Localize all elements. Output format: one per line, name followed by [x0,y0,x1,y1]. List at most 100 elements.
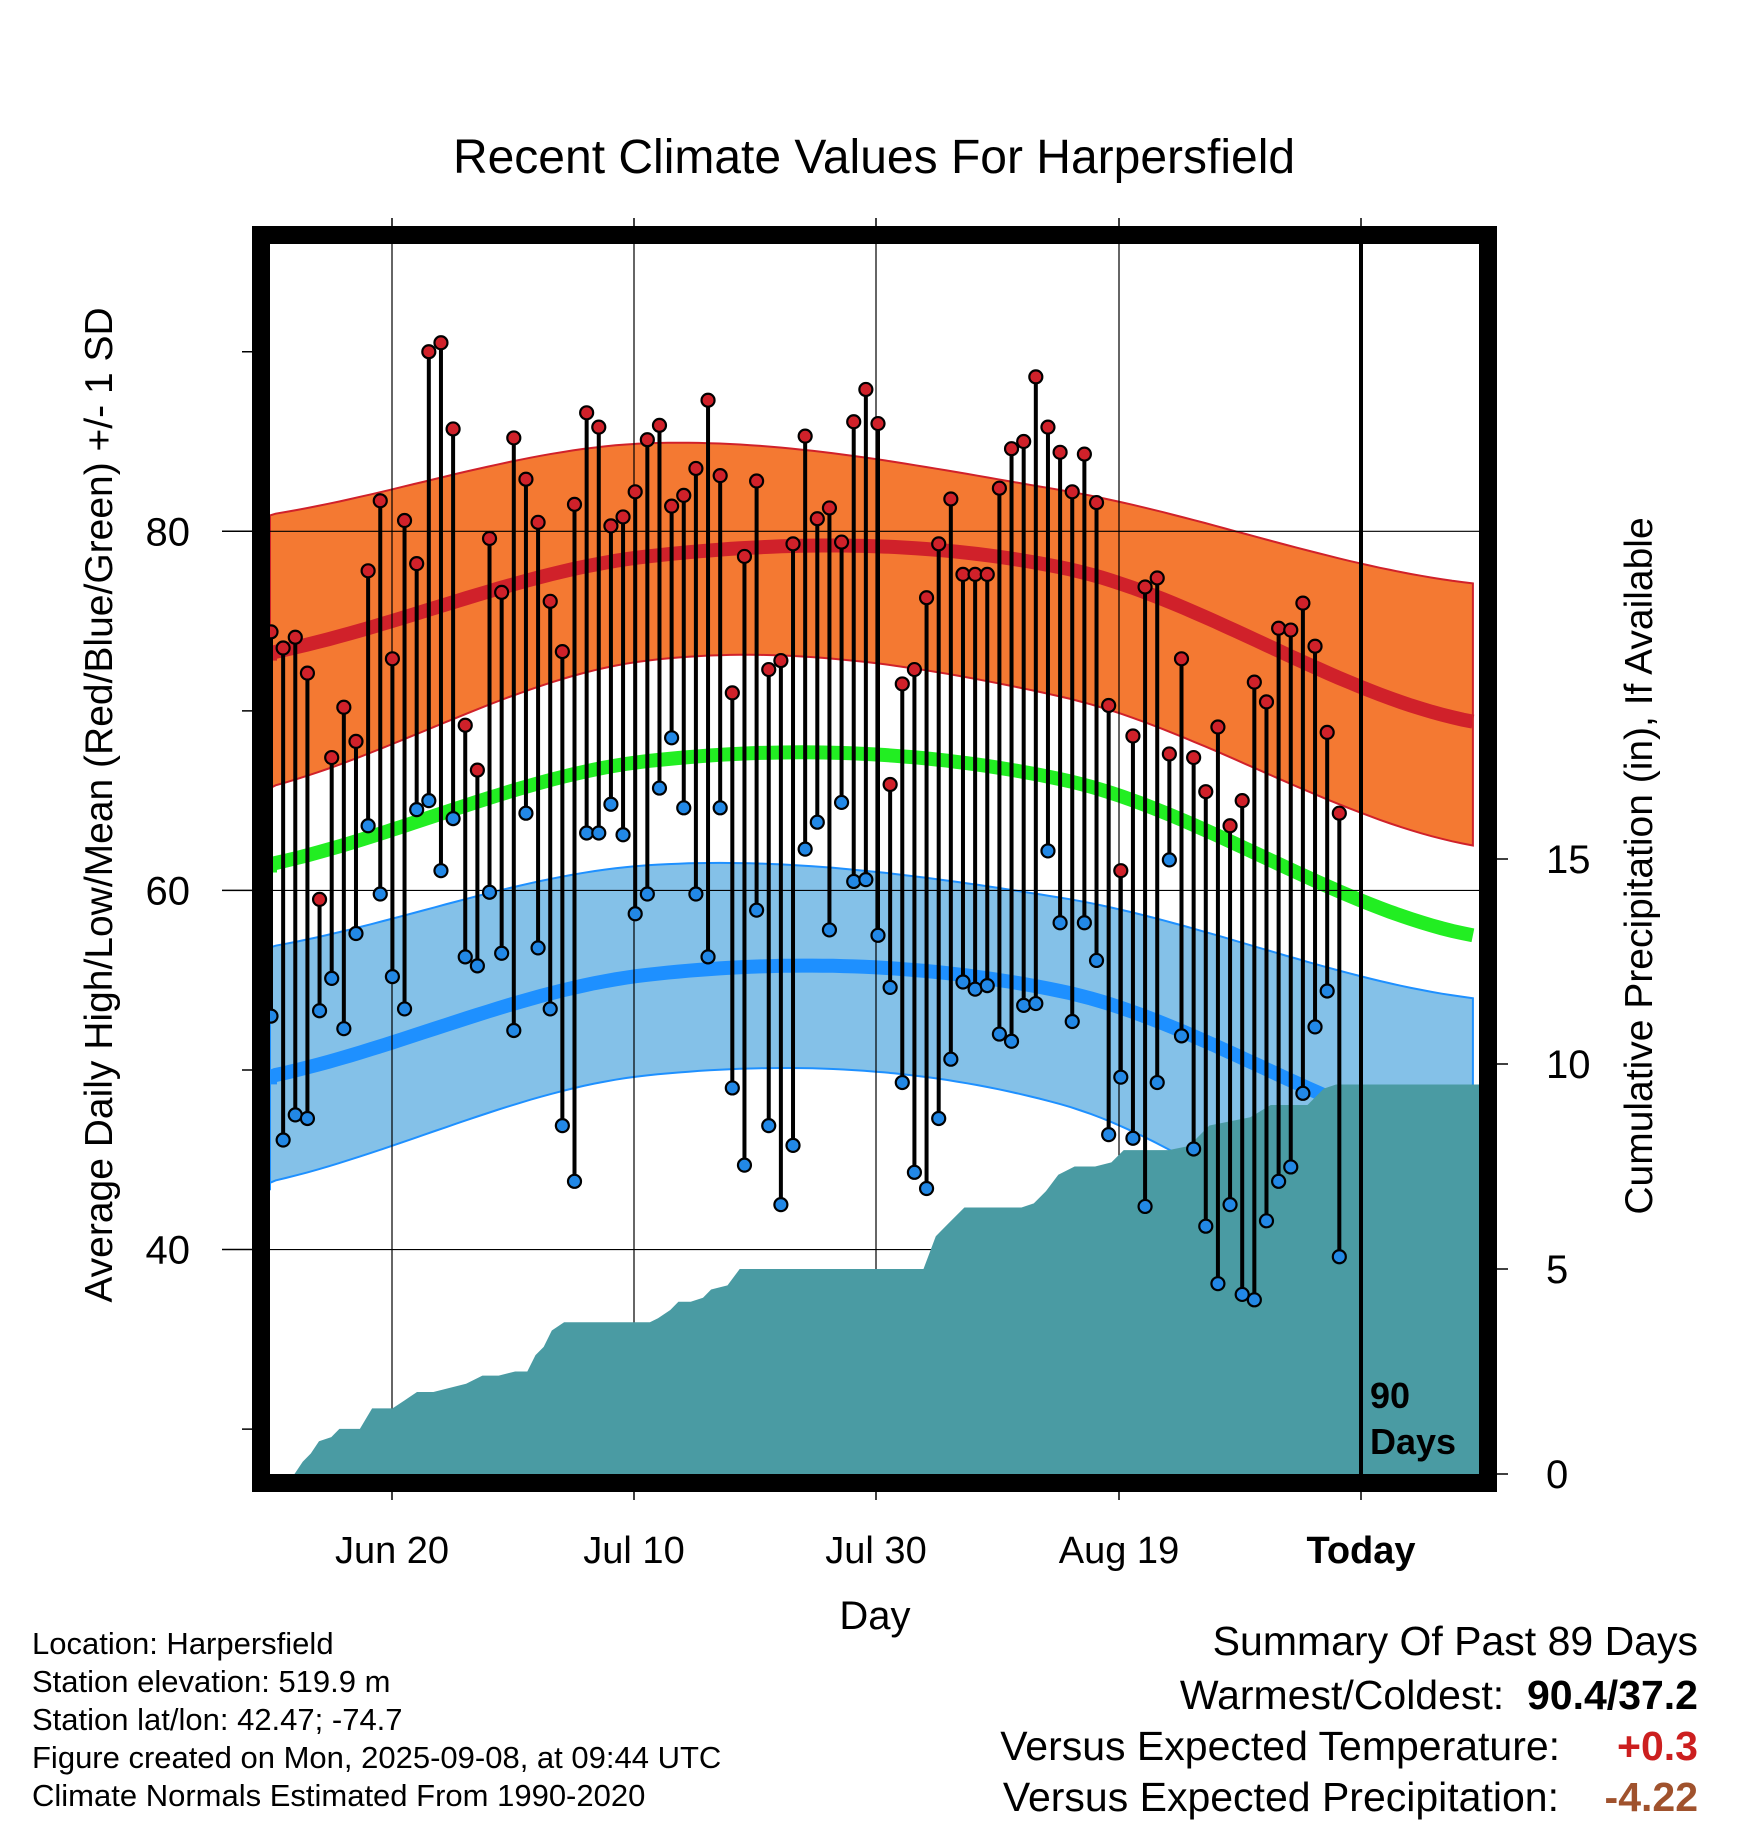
daily-low-point [1271,1173,1287,1189]
summary-temp-value: +0.3 [1617,1723,1698,1769]
meta-location: Location: Harpersfield [32,1626,334,1661]
daily-high-point [287,629,303,645]
daily-low-point [664,730,680,746]
daily-low-point [870,927,886,943]
daily-low-point [1149,1074,1165,1091]
daily-low-point [736,1157,753,1173]
daily-low-point [1101,1127,1117,1143]
daily-low-point [882,979,898,995]
daily-low-point [433,863,449,879]
daily-high-point [1307,638,1323,654]
today-window-label-line1: 90 [1370,1375,1411,1416]
daily-low-point [955,974,971,990]
daily-low-point [651,780,668,796]
x-tick-label: Jul 30 [825,1530,926,1572]
daily-low-point [1003,1033,1020,1049]
daily-low-point [421,793,437,809]
daily-low-point [299,1110,316,1127]
daily-high-point [421,344,437,360]
y-tick-label: 60 [146,869,191,913]
daily-low-point [372,886,388,902]
daily-high-point [627,484,643,500]
daily-low-point [967,981,983,997]
daily-high-point [688,460,704,477]
daily-low-point [724,1080,740,1096]
daily-low-point [1246,1292,1262,1308]
daily-high-point [1198,784,1214,800]
daily-low-point [639,886,655,902]
daily-low-point [1283,1159,1299,1175]
daily-high-point [639,432,655,448]
daily-high-point [1234,793,1250,809]
daily-high-point [615,509,631,525]
daily-high-point [1125,728,1141,744]
daily-high-point [1076,446,1092,462]
daily-high-point [372,493,388,509]
meta-normals-period: Climate Normals Estimated From 1990-2020 [32,1778,646,1813]
daily-high-point [1016,433,1032,450]
meta-elevation: Station elevation: 519.9 m [32,1664,391,1699]
daily-low-point [1173,1028,1190,1044]
daily-high-point [797,428,813,444]
daily-high-point [469,762,485,778]
daily-low-point [287,1107,303,1123]
daily-low-point [384,969,400,985]
daily-low-point [785,1137,801,1154]
x-tick-label: Today [1306,1530,1415,1572]
daily-low-point [591,825,607,841]
daily-low-point [275,1132,291,1148]
daily-low-point [1331,1249,1347,1265]
daily-low-point [481,884,498,900]
x-tick-label: Jul 10 [583,1530,684,1572]
daily-high-point [1319,724,1335,741]
daily-high-point [1283,622,1299,638]
daily-low-point [1186,1141,1202,1157]
x-tick-label: Aug 19 [1059,1530,1179,1572]
x-axis-label: Day [839,1594,911,1638]
daily-low-point [1319,983,1335,999]
daily-high-point [761,661,777,678]
daily-high-point [1113,863,1129,879]
daily-low-point [1052,915,1068,931]
daily-high-point [664,498,680,514]
summary-temp-label: Versus Expected Temperature: [1000,1723,1561,1769]
daily-low-point [676,800,692,816]
daily-low-point [991,1026,1008,1042]
daily-high-point [736,548,753,565]
daily-low-point [542,1001,558,1017]
today-window-label: 90 Days [1370,1373,1456,1465]
daily-high-point [846,414,862,430]
daily-high-point [348,733,364,749]
daily-high-point [1149,570,1165,586]
daily-high-point [530,514,546,530]
daily-high-point [433,335,449,351]
daily-low-point [1113,1069,1129,1085]
daily-low-point [712,800,728,816]
daily-high-point [991,480,1008,496]
daily-high-point [882,776,898,793]
daily-high-point [311,891,328,908]
daily-low-point [627,906,643,922]
daily-low-point [518,805,534,821]
daily-low-point [348,925,364,942]
summary-warm-cold-row: Warmest/Coldest: 90.4/37.2 [1180,1672,1698,1719]
daily-low-point [1258,1213,1275,1229]
daily-high-point [494,584,510,600]
daily-high-point [336,699,352,715]
daily-low-point [603,796,619,812]
daily-high-point [1331,805,1347,821]
daily-low-point [931,1110,947,1127]
daily-high-point [299,665,316,681]
daily-high-point [1173,651,1190,667]
daily-low-point [918,1180,935,1197]
daily-low-point [1307,1019,1323,1035]
daily-low-point [445,810,461,827]
y-axis-label: Average Daily High/Low/Mean (Red/Blue/Gr… [78,307,121,1303]
daily-high-point [542,593,558,609]
y2-tick-label: 10 [1546,1043,1591,1087]
daily-low-point [469,958,485,974]
daily-high-point [518,471,534,487]
daily-high-point [833,534,850,550]
daily-high-point [457,717,473,733]
daily-high-point [1246,674,1262,690]
